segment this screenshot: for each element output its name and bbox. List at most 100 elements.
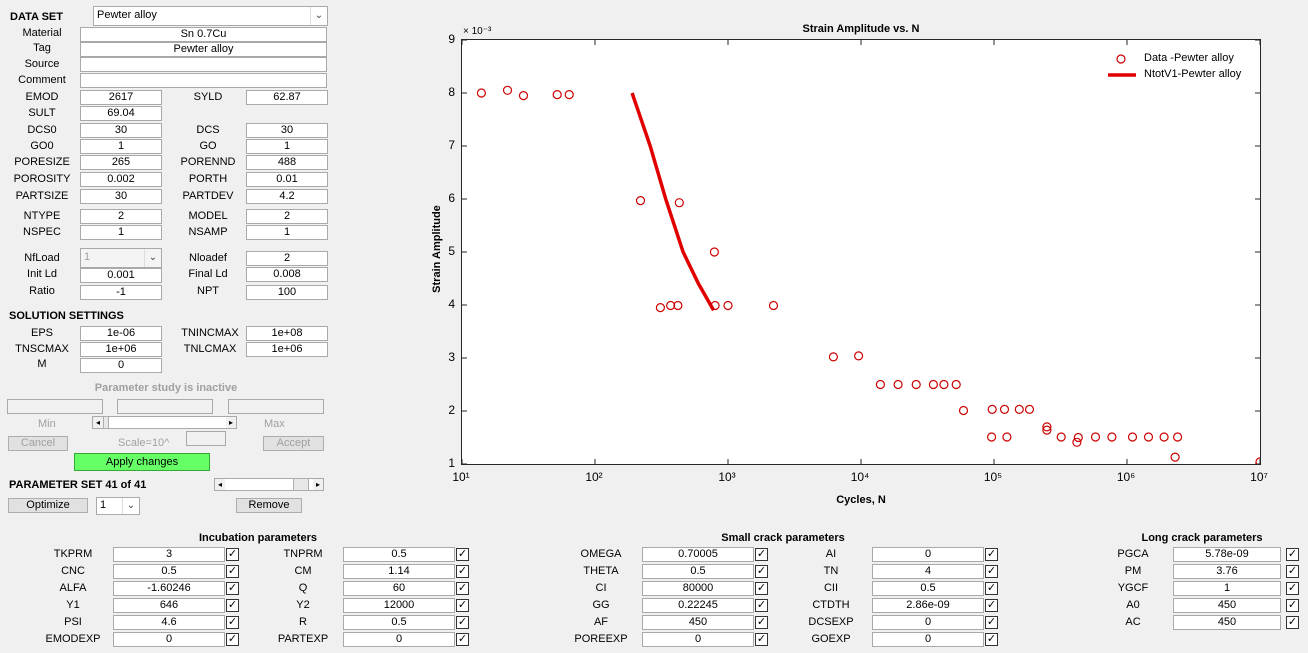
y2-field[interactable]: 12000 [343,598,455,613]
chevron-left-icon[interactable]: ◂ [93,417,103,428]
tkprm-field[interactable]: 3 [113,547,225,562]
omega-checkbox[interactable]: ✓ [755,548,768,561]
a0-checkbox[interactable]: ✓ [1286,599,1299,612]
gg-checkbox[interactable]: ✓ [755,599,768,612]
chevron-right-icon[interactable]: ▸ [226,417,236,428]
go-field[interactable]: 1 [246,139,328,154]
nsamp-field[interactable]: 1 [246,225,328,240]
chevron-left-icon[interactable]: ◂ [215,479,225,490]
alfa-field[interactable]: -1.60246 [113,581,225,596]
ctdth-checkbox[interactable]: ✓ [985,599,998,612]
a0-field[interactable]: 450 [1173,598,1281,613]
tn-checkbox[interactable]: ✓ [985,565,998,578]
dcsexp-checkbox[interactable]: ✓ [985,616,998,629]
af-field[interactable]: 450 [642,615,754,630]
poreexp-field[interactable]: 0 [642,632,754,647]
npt-field[interactable]: 100 [246,285,328,300]
cm-checkbox[interactable]: ✓ [456,565,469,578]
cii-checkbox[interactable]: ✓ [985,582,998,595]
go0-field[interactable]: 1 [80,139,162,154]
ygcf-field[interactable]: 1 [1173,581,1281,596]
y1-field[interactable]: 646 [113,598,225,613]
ci-field[interactable]: 80000 [642,581,754,596]
chevron-down-icon[interactable]: ⌄ [310,7,327,25]
porth-field[interactable]: 0.01 [246,172,328,187]
theta-field[interactable]: 0.5 [642,564,754,579]
tnscmax-field[interactable]: 1e+06 [80,342,162,357]
psi-checkbox[interactable]: ✓ [226,616,239,629]
q-checkbox[interactable]: ✓ [456,582,469,595]
ctdth-field[interactable]: 2.86e-09 [872,598,984,613]
pgca-checkbox[interactable]: ✓ [1286,548,1299,561]
pm-checkbox[interactable]: ✓ [1286,565,1299,578]
optimize-button[interactable]: Optimize [8,498,88,513]
porennd-field[interactable]: 488 [246,155,328,170]
alfa-checkbox[interactable]: ✓ [226,582,239,595]
ai-checkbox[interactable]: ✓ [985,548,998,561]
study-slider[interactable]: ◂ ▸ [92,416,237,429]
partdev-field[interactable]: 4.2 [246,189,328,204]
theta-checkbox[interactable]: ✓ [755,565,768,578]
y1-checkbox[interactable]: ✓ [226,599,239,612]
cii-field[interactable]: 0.5 [872,581,984,596]
material-field[interactable]: Sn 0.7Cu [80,27,327,42]
r-checkbox[interactable]: ✓ [456,616,469,629]
nspec-field[interactable]: 1 [80,225,162,240]
ac-checkbox[interactable]: ✓ [1286,616,1299,629]
cancel-button[interactable]: Cancel [8,436,68,451]
remove-button[interactable]: Remove [236,498,302,513]
dcs0-field[interactable]: 30 [80,123,162,138]
cm-field[interactable]: 1.14 [343,564,455,579]
r-field[interactable]: 0.5 [343,615,455,630]
comment-field[interactable] [80,73,327,88]
chevron-down-icon[interactable]: ⌄ [144,249,161,267]
chevron-down-icon[interactable]: ⌄ [122,498,139,514]
partexp-checkbox[interactable]: ✓ [456,633,469,646]
study-value-field[interactable] [117,399,213,414]
goexp-field[interactable]: 0 [872,632,984,647]
source-field[interactable] [80,57,327,72]
study-min-field[interactable] [7,399,103,414]
tnincmax-field[interactable]: 1e+08 [246,326,328,341]
emodexp-field[interactable]: 0 [113,632,225,647]
poreexp-checkbox[interactable]: ✓ [755,633,768,646]
nloadef-field[interactable]: 2 [246,251,328,266]
partexp-field[interactable]: 0 [343,632,455,647]
plot-area[interactable]: Data -Pewter alloy NtotV1-Pewter alloy [461,39,1261,465]
initld-field[interactable]: 0.001 [80,268,162,283]
eps-field[interactable]: 1e-06 [80,326,162,341]
scale-field[interactable] [186,431,226,446]
sult-field[interactable]: 69.04 [80,106,162,121]
m-field[interactable]: 0 [80,358,162,373]
ai-field[interactable]: 0 [872,547,984,562]
cnc-checkbox[interactable]: ✓ [226,565,239,578]
tnlcmax-field[interactable]: 1e+06 [246,342,328,357]
finalld-field[interactable]: 0.008 [246,267,328,282]
tkprm-checkbox[interactable]: ✓ [226,548,239,561]
porosity-field[interactable]: 0.002 [80,172,162,187]
tn-field[interactable]: 4 [872,564,984,579]
tag-field[interactable]: Pewter alloy [80,42,327,57]
dcsexp-field[interactable]: 0 [872,615,984,630]
ygcf-checkbox[interactable]: ✓ [1286,582,1299,595]
study-max-field[interactable] [228,399,324,414]
poresize-field[interactable]: 265 [80,155,162,170]
dataset-dropdown[interactable]: Pewter alloy ⌄ [93,6,328,26]
pm-field[interactable]: 3.76 [1173,564,1281,579]
study-slider-thumb[interactable] [103,416,109,429]
apply-changes-button[interactable]: Apply changes [74,453,210,471]
gg-field[interactable]: 0.22245 [642,598,754,613]
chevron-right-icon[interactable]: ▸ [313,479,323,490]
ntype-field[interactable]: 2 [80,209,162,224]
q-field[interactable]: 60 [343,581,455,596]
ratio-field[interactable]: -1 [80,285,162,300]
model-field[interactable]: 2 [246,209,328,224]
accept-button[interactable]: Accept [263,436,324,451]
pgca-field[interactable]: 5.78e-09 [1173,547,1281,562]
omega-field[interactable]: 0.70005 [642,547,754,562]
ac-field[interactable]: 450 [1173,615,1281,630]
y2-checkbox[interactable]: ✓ [456,599,469,612]
goexp-checkbox[interactable]: ✓ [985,633,998,646]
cnc-field[interactable]: 0.5 [113,564,225,579]
dcs-field[interactable]: 30 [246,123,328,138]
